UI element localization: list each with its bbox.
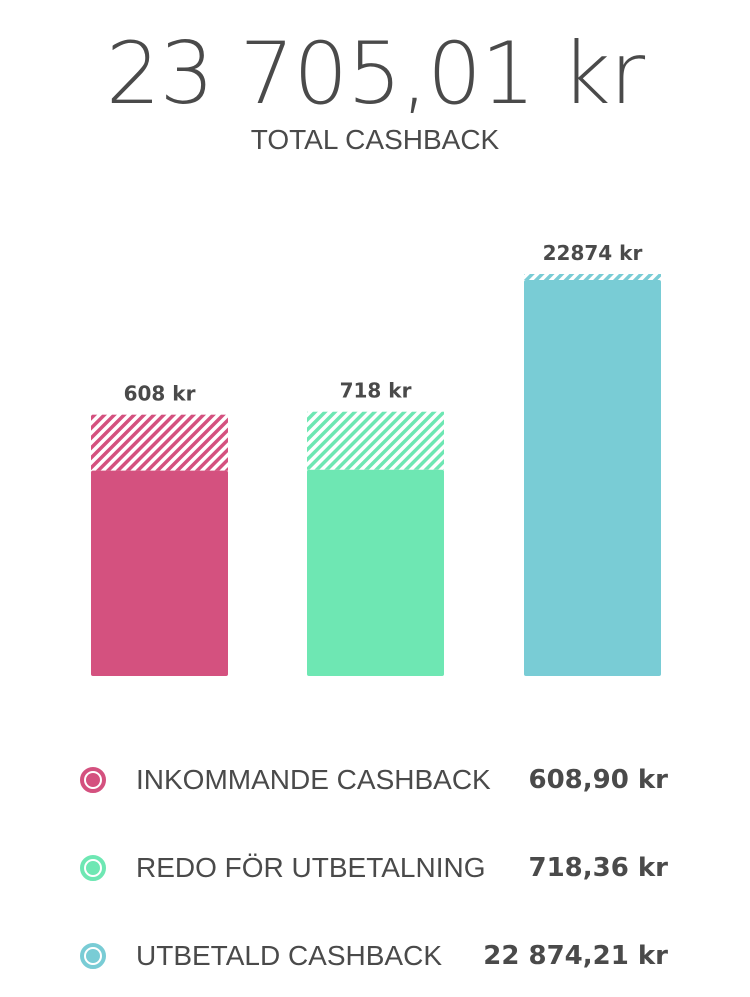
- legend-label-incoming: INKOMMANDE CASHBACK: [136, 764, 491, 795]
- legend-value-ready: 718,36 kr: [528, 853, 669, 883]
- legend-item-incoming: INKOMMANDE CASHBACK 608,90 kr: [80, 755, 668, 805]
- legend-value-incoming: 608,90 kr: [528, 765, 669, 795]
- bar-pending-paid: [524, 274, 661, 280]
- legend-item-paid: UTBETALD CASHBACK 22 874,21 kr: [80, 931, 668, 981]
- bar-label-paid: 22874 kr: [543, 241, 643, 265]
- bar-pending-incoming: [91, 414, 228, 471]
- legend-value-paid: 22 874,21 kr: [483, 941, 668, 971]
- legend-label-paid: UTBETALD CASHBACK: [136, 940, 442, 971]
- bar-incoming: [91, 470, 228, 676]
- total-cashback-amount: 23 705,01 kr: [105, 24, 645, 124]
- bar-paid: [524, 280, 661, 676]
- bar-label-incoming: 608 kr: [124, 382, 196, 406]
- total-cashback-label: TOTAL CASHBACK: [250, 124, 500, 155]
- bar-ready: [307, 469, 444, 676]
- legend-dot-paid: [80, 943, 106, 969]
- legend-item-ready: REDO FÖR UTBETALNING 718,36 kr: [80, 843, 668, 893]
- legend-label-ready: REDO FÖR UTBETALNING: [136, 852, 486, 883]
- cashback-bar-chart: 608 kr 718 kr 22874 kr: [91, 241, 661, 676]
- bar-label-ready: 718 kr: [340, 379, 412, 403]
- legend-dot-ready: [80, 855, 106, 881]
- bar-pending-ready: [307, 411, 444, 470]
- legend-dot-incoming: [80, 767, 106, 793]
